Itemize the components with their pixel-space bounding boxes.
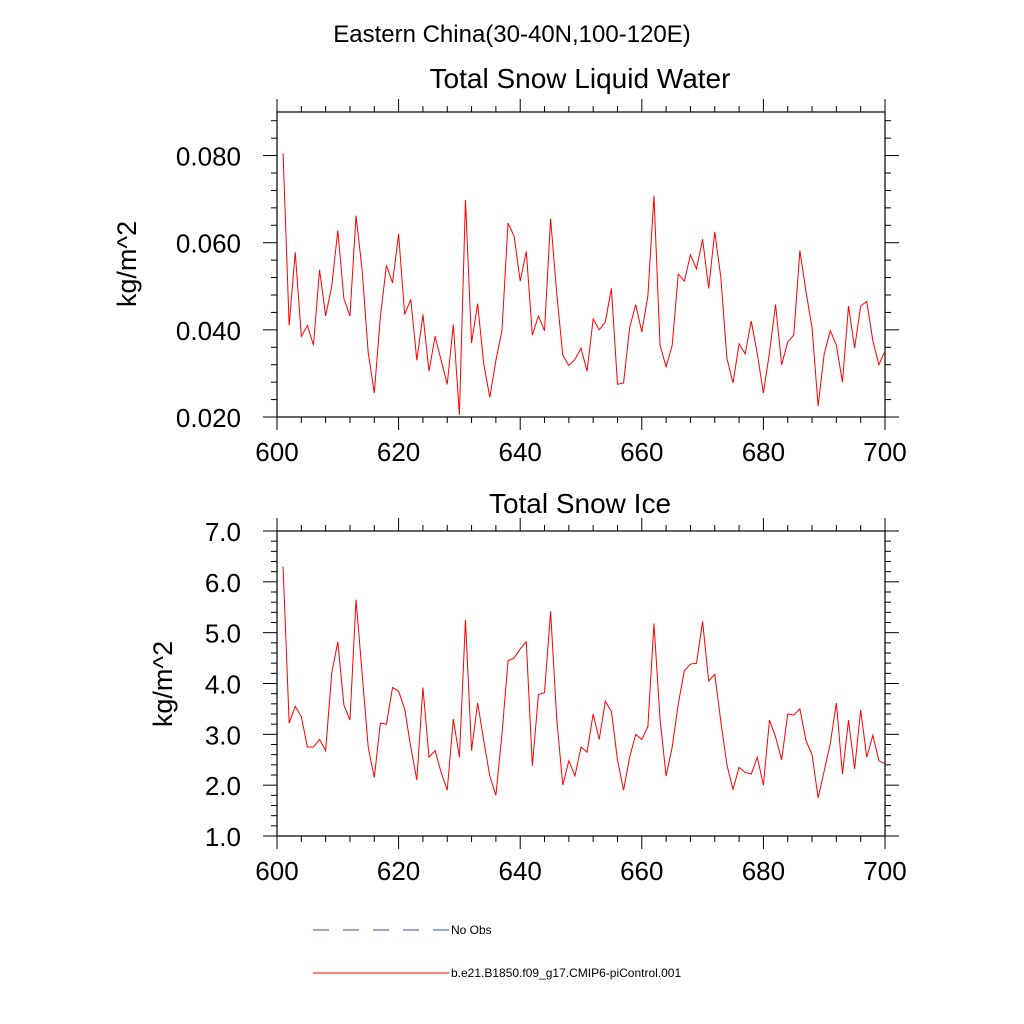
- y-tick-label: 5.0: [205, 619, 241, 649]
- y-tick-label: 3.0: [205, 720, 241, 750]
- tick-labels: 600 620 640 660 680 700 0.020 0.040 0.060 0.080: [176, 142, 907, 467]
- y-tick-label: 7.0: [205, 517, 241, 547]
- x-tick-label: 600: [255, 437, 298, 467]
- y-tick-label: 0.060: [176, 229, 241, 259]
- x-tick-label: 700: [863, 856, 906, 886]
- x-tick-label: 700: [863, 437, 906, 467]
- figure-suptitle: Eastern China(30-40N,100-120E): [333, 21, 691, 48]
- x-tick-label: 680: [742, 437, 785, 467]
- x-tick-label: 640: [499, 856, 542, 886]
- y-tick-label: 0.020: [176, 403, 241, 433]
- x-tick-label: 600: [255, 856, 298, 886]
- legend-model-label: b.e21.B1850.f09_g17.CMIP6-piControl.001: [451, 966, 681, 980]
- y-tick-label: 4.0: [205, 670, 241, 700]
- y-tick-label: 6.0: [205, 568, 241, 598]
- plot-frame: [276, 111, 886, 418]
- y-axis-label: kg/m^2: [148, 641, 178, 727]
- panel-snow-ice: Total Snow Ice kg/m^2 600 620 640 660 680 700…: [148, 488, 907, 886]
- axis-ticks: [263, 518, 899, 849]
- y-tick-label: 2.0: [205, 771, 241, 801]
- y-tick-label: 0.040: [176, 316, 241, 346]
- y-tick-label: 0.080: [176, 142, 241, 172]
- x-tick-label: 660: [620, 437, 663, 467]
- chart-title: Total Snow Liquid Water: [430, 63, 731, 94]
- series-line-snow-ice: [282, 566, 886, 798]
- y-tick-label: 1.0: [205, 822, 241, 852]
- x-tick-label: 620: [377, 437, 420, 467]
- legend-obs-label: No Obs: [451, 923, 492, 937]
- axis-ticks: [263, 99, 899, 430]
- legend: No Obs b.e21.B1850.f09_g17.CMIP6-piContr…: [313, 923, 681, 980]
- series-line-snow-liquid-water: [282, 153, 886, 415]
- plot-frame: [276, 530, 886, 837]
- x-tick-label: 620: [377, 856, 420, 886]
- x-tick-label: 640: [499, 437, 542, 467]
- x-tick-label: 660: [620, 856, 663, 886]
- x-tick-label: 680: [742, 856, 785, 886]
- chart-title: Total Snow Ice: [489, 488, 671, 519]
- panel-snow-liquid-water: Total Snow Liquid Water kg/m^2 600 620 640…: [112, 63, 907, 467]
- tick-labels: 600 620 640 660 680 700 1.0 2.0 3.0 4.0 5.0 6.0 7.0: [205, 517, 907, 886]
- y-axis-label: kg/m^2: [112, 221, 142, 307]
